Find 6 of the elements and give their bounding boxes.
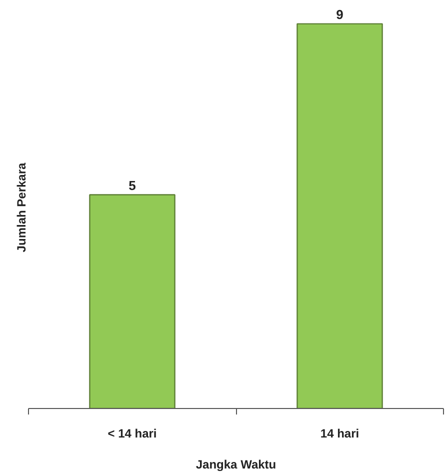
x-axis-title: Jangka Waktu [196,458,276,472]
y-axis-title: Jumlah Perkara [14,162,28,252]
x-tick-label: 14 hari [320,426,360,440]
data-label: 5 [128,178,136,193]
data-label: 9 [336,6,344,22]
x-tick-label: < 14 hari [108,426,157,440]
